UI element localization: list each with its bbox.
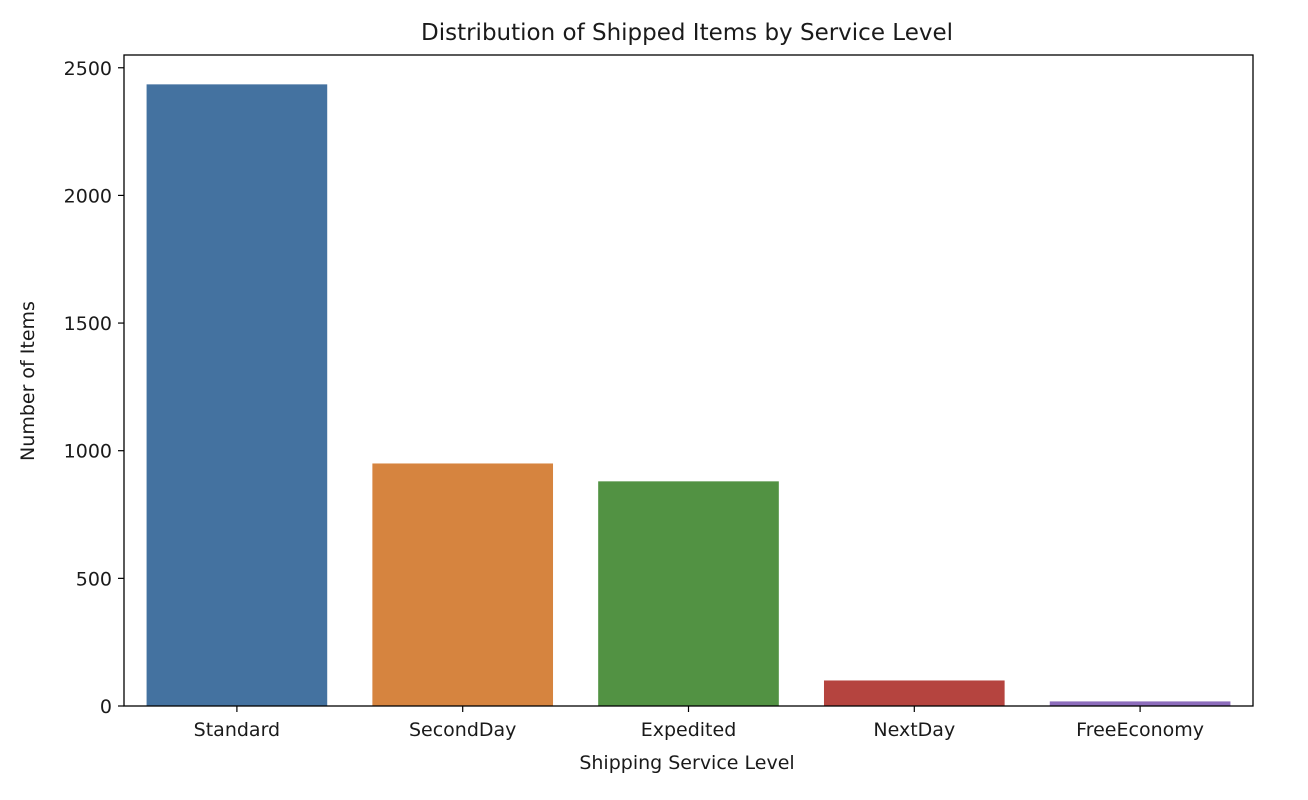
x-tick-label: NextDay	[873, 719, 955, 741]
y-tick-label: 1000	[64, 441, 112, 463]
plot-frame	[123, 54, 1254, 707]
y-tick-label: 2500	[64, 58, 112, 80]
x-tick-label: FreeEconomy	[1076, 719, 1204, 741]
bar-expedited	[598, 481, 779, 706]
y-ticks: 0 500 1000 1500 2000 2500	[64, 58, 124, 718]
chart-title: Distribution of Shipped Items by Service…	[421, 20, 953, 46]
y-tick-label: 0	[100, 696, 112, 718]
y-axis-label: Number of Items	[17, 301, 39, 461]
x-tick-label: Expedited	[641, 719, 737, 741]
x-tick-label: SecondDay	[409, 719, 516, 741]
y-tick-label: 1500	[64, 313, 112, 335]
y-tick-label: 2000	[64, 185, 112, 207]
bar-freeeconomy	[1049, 701, 1231, 706]
y-tick-label: 500	[76, 568, 112, 590]
bars-layer	[146, 84, 1231, 706]
x-axis-label: Shipping Service Level	[579, 752, 794, 774]
bar-nextday	[823, 680, 1005, 706]
x-ticks: Standard SecondDay Expedited NextDay FreeEco…	[194, 706, 1204, 741]
bar-standard	[146, 84, 328, 706]
x-tick-label: Standard	[194, 719, 280, 741]
bar-secondday	[372, 463, 554, 706]
